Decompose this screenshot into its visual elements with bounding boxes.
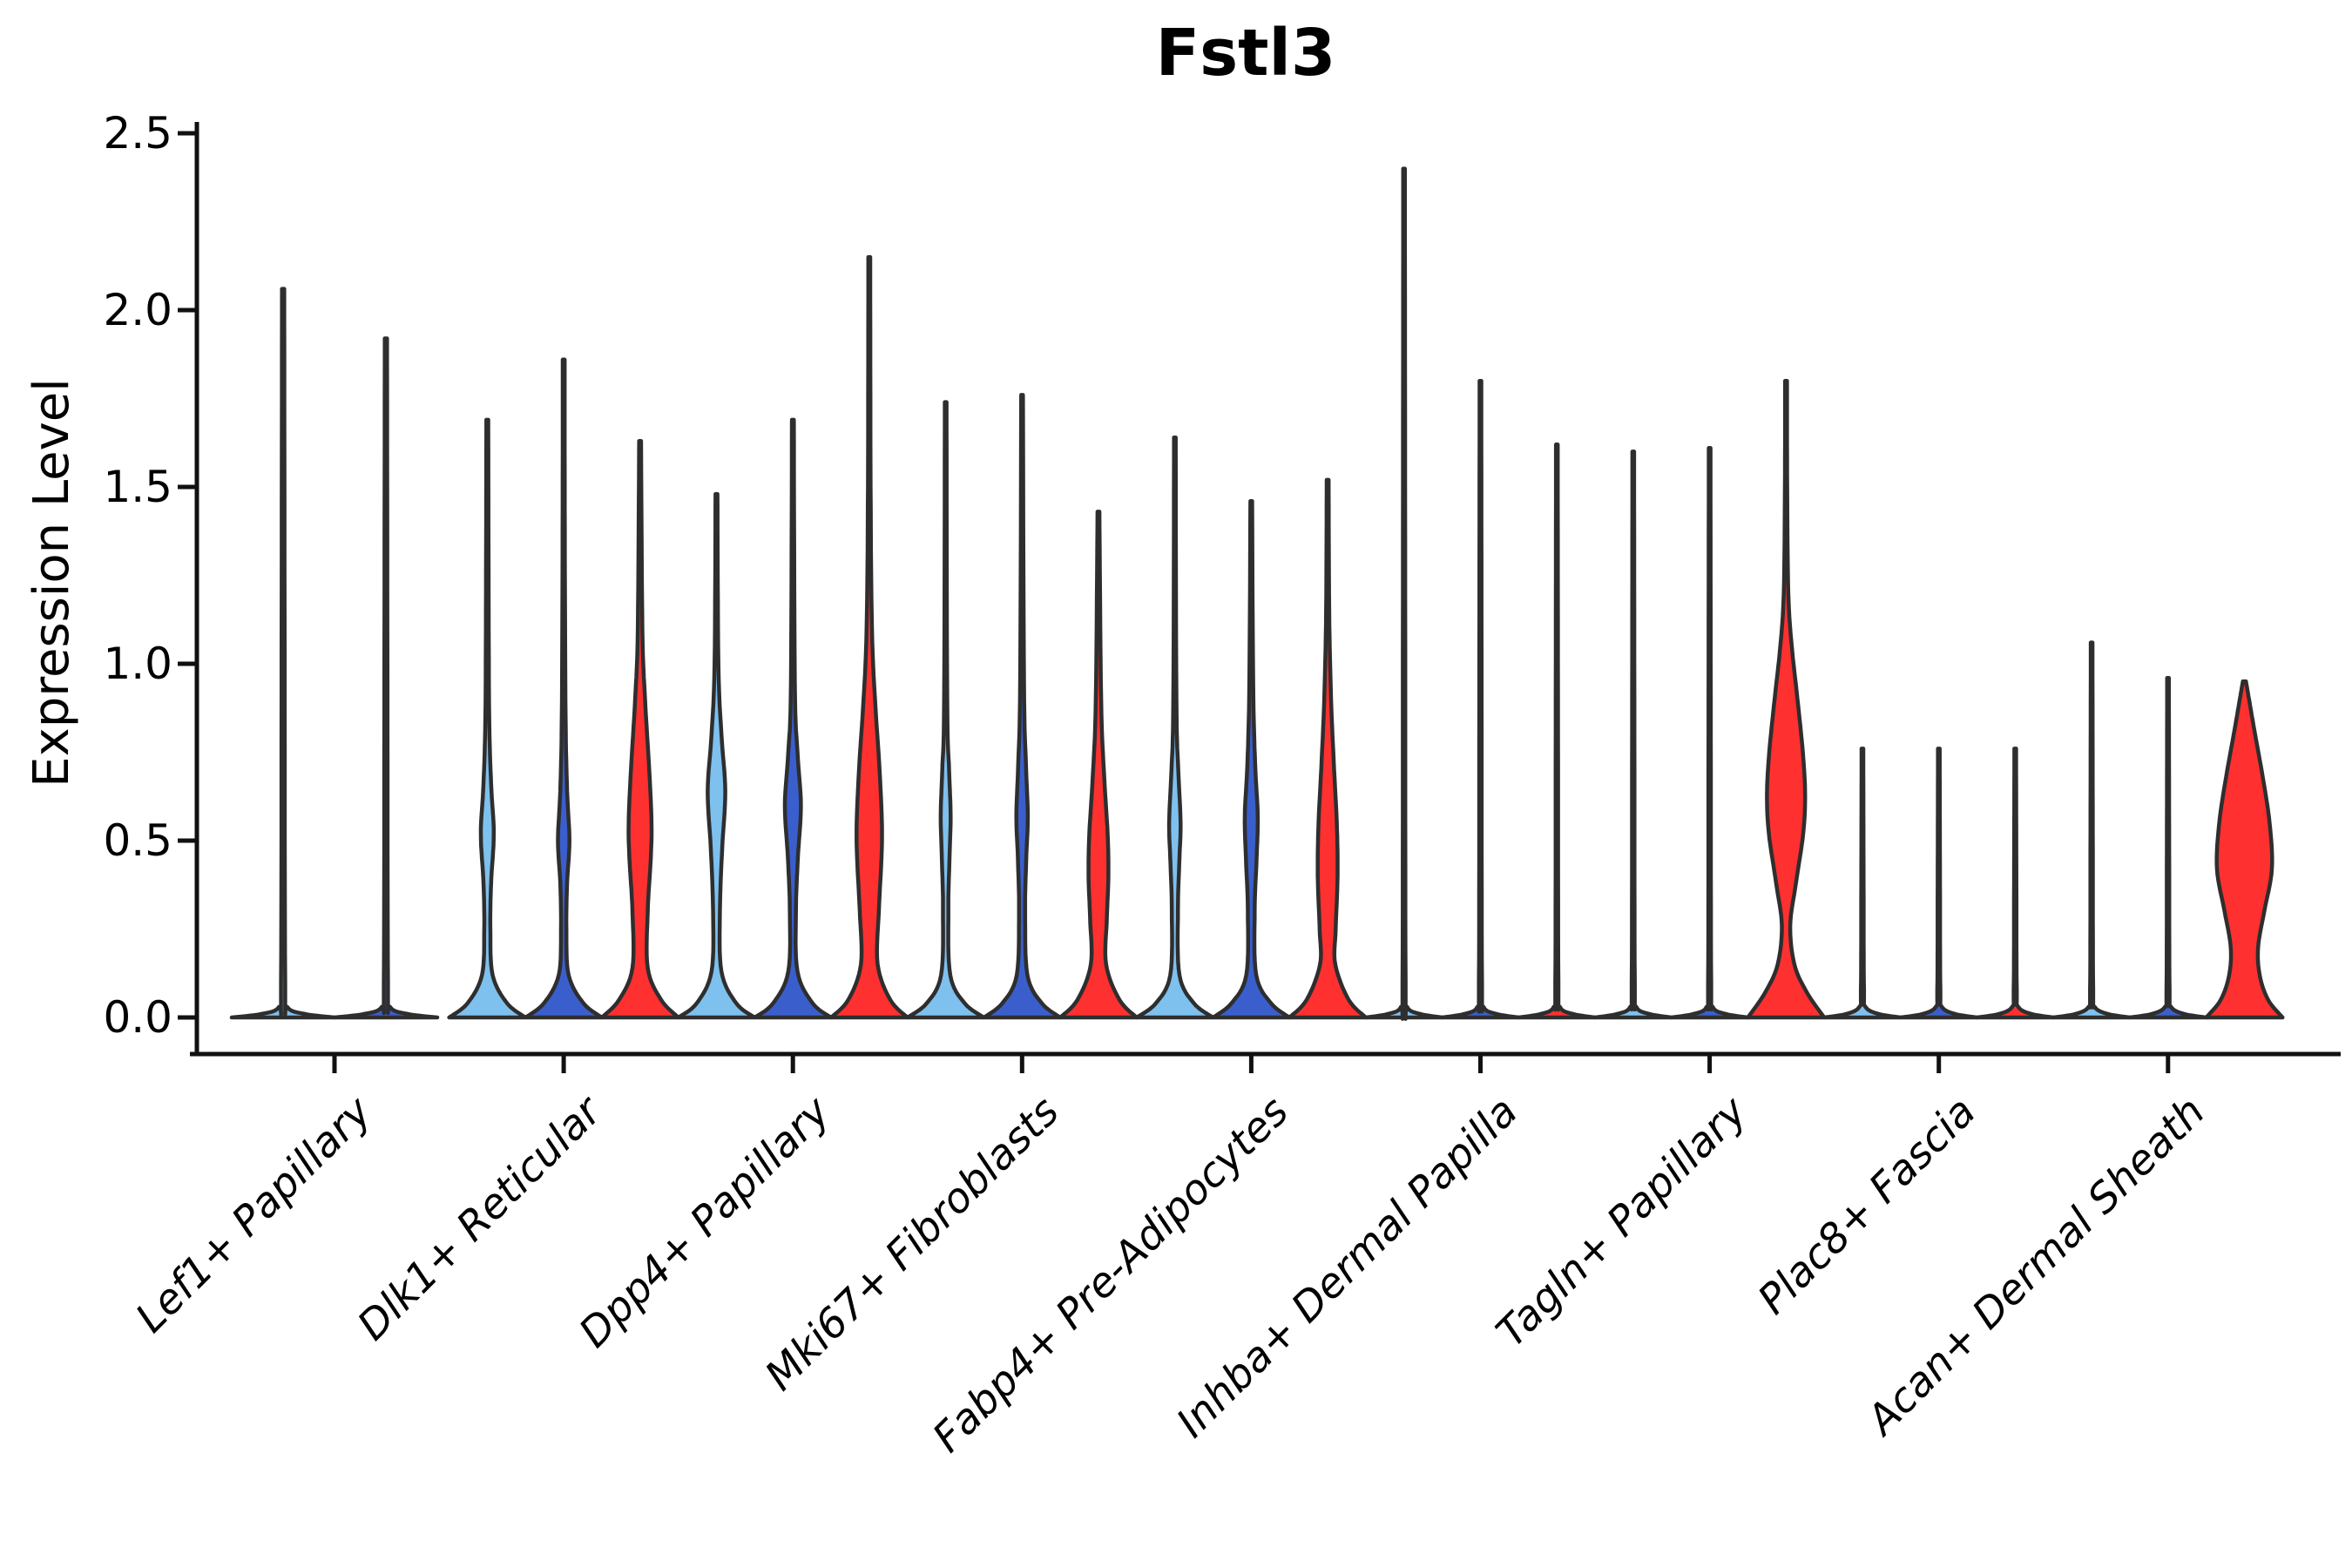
violin-3-split1 — [676, 491, 757, 1020]
plot-title: Fstl3 — [1155, 16, 1336, 91]
violin-4-split1 — [905, 400, 986, 1020]
y-tick-label: 2.0 — [103, 285, 172, 335]
violin-1-split2 — [332, 336, 440, 1020]
violin-6-split3 — [1517, 443, 1598, 1020]
y-tick-label: 0.5 — [103, 815, 172, 866]
violin-6-split2 — [1440, 378, 1521, 1020]
violin-8-split2 — [1898, 747, 1979, 1020]
y-tick-label: 0.0 — [103, 992, 172, 1043]
violin-1-split1 — [229, 287, 337, 1020]
violin-9-split1 — [2051, 640, 2132, 1020]
y-tick-label: 1.0 — [103, 639, 172, 689]
violin-2-split1 — [447, 417, 528, 1020]
y-tick-label: 1.5 — [103, 462, 172, 512]
violin-5-split2 — [1211, 498, 1292, 1020]
violin-3-split2 — [753, 417, 834, 1020]
violin-5-split3 — [1288, 477, 1369, 1020]
violin-3-split3 — [828, 254, 909, 1020]
violin-9-split2 — [2127, 675, 2208, 1020]
violin-7-split1 — [1592, 449, 1673, 1020]
violin-8-split1 — [1821, 747, 1903, 1020]
violin-4-split2 — [982, 393, 1063, 1020]
violin-9-split3 — [2204, 679, 2285, 1020]
violin-7-split2 — [1669, 446, 1750, 1020]
violin-6-split1 — [1363, 166, 1444, 1021]
violin-8-split3 — [1975, 747, 2056, 1020]
violin-2-split2 — [524, 357, 605, 1020]
y-axis-label: Expression Level — [24, 378, 80, 787]
violin-2-split3 — [599, 438, 680, 1020]
y-tick-label: 2.5 — [103, 108, 172, 159]
violin-4-split3 — [1058, 510, 1139, 1020]
violin-5-split1 — [1134, 435, 1215, 1020]
violin-7-split3 — [1746, 378, 1827, 1020]
